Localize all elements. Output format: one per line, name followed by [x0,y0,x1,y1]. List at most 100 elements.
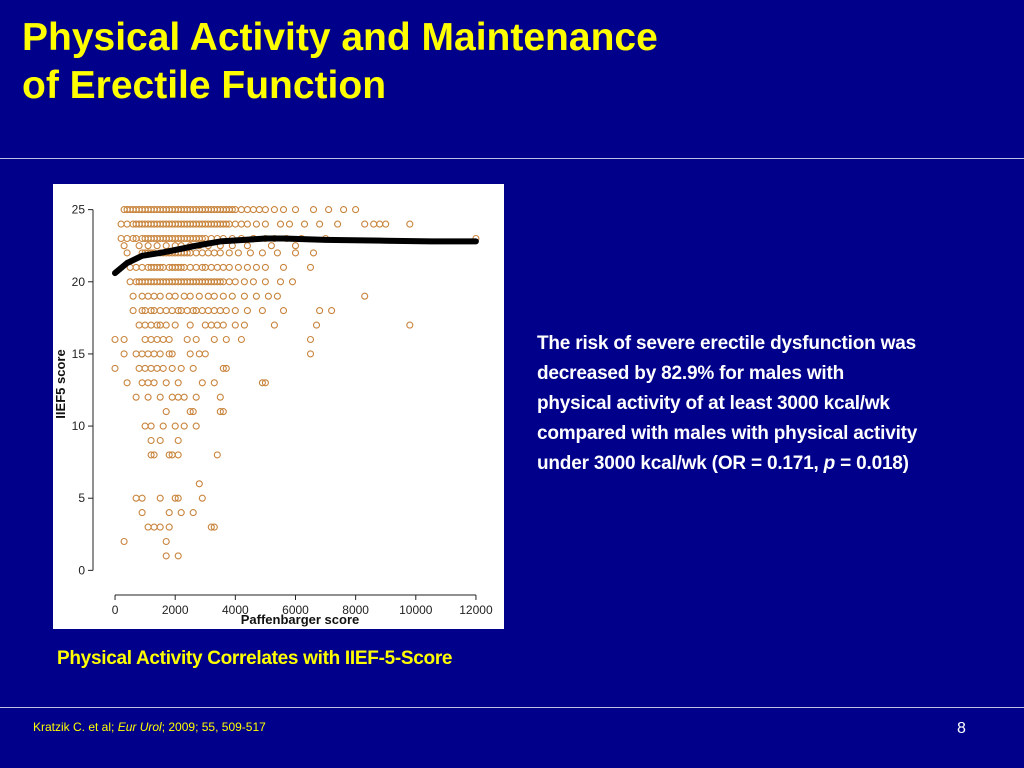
data-point [228,292,236,300]
data-point [117,220,125,228]
data-point [210,523,218,531]
data-point [219,263,227,271]
data-point [141,321,149,329]
data-point [231,278,239,286]
data-point [279,307,288,315]
data-point [243,220,251,228]
data-point [219,321,227,329]
data-point [165,335,173,344]
y-tick-label: 10 [72,419,86,433]
data-point [150,523,158,531]
data-point [144,242,152,250]
citation-journal: Eur Urol [117,720,162,734]
data-point [180,393,188,401]
data-point [153,321,161,329]
data-point [225,249,233,257]
data-point [174,436,182,445]
data-point [138,379,146,387]
data-point [180,422,188,430]
data-point [237,206,245,214]
data-point [207,523,215,531]
data-point [309,206,318,214]
data-point [111,335,119,344]
data-point [210,307,218,315]
footer-divider [0,707,1024,708]
data-point [162,552,170,560]
slide-title: Physical Activity and Maintenance of Ere… [22,14,658,110]
data-point [192,393,200,401]
data-point [249,206,257,214]
data-point [192,422,200,430]
data-point [147,451,155,459]
x-tick-label: 12000 [459,603,493,617]
data-point [258,379,266,387]
data-point [156,263,164,271]
data-point [216,307,224,315]
data-point [273,249,281,257]
data-point [165,350,173,358]
data-point [117,234,125,243]
data-point [156,436,164,445]
data-point [231,220,239,228]
data-point [276,278,285,286]
data-point [279,263,288,271]
data-point [237,220,245,228]
data-point [123,234,131,243]
data-point [144,393,152,401]
data-point [174,393,182,401]
data-point [183,307,191,315]
data-point [192,335,200,344]
data-point [276,220,285,228]
data-point [195,292,203,300]
data-point [192,249,200,257]
data-point [129,292,137,300]
data-point [291,206,300,214]
data-point [306,350,315,358]
data-point [123,220,131,228]
data-point [261,220,269,228]
data-points [111,206,480,560]
data-point [144,523,152,531]
data-point [129,234,137,243]
callout-line-4: compared with males with physical activi… [537,423,918,444]
data-point [334,220,342,228]
callout-p-value: = 0.018) [835,453,909,474]
data-point [258,249,266,257]
y-tick-label: 25 [72,203,86,217]
data-point [198,494,206,502]
data-point [186,350,194,358]
data-point [328,307,336,315]
chart-caption: Physical Activity Correlates with IIEF-5… [57,648,453,669]
data-point [243,206,251,214]
data-point [165,509,173,517]
data-point [231,307,239,315]
data-point [174,307,182,315]
data-point [198,249,206,257]
data-point [219,364,227,372]
data-point [243,307,251,315]
data-point [195,350,203,358]
data-point [174,494,182,502]
data-point [210,249,218,257]
data-point [147,422,155,430]
data-point [153,335,161,344]
data-point [261,263,269,271]
data-point [162,408,170,416]
data-point [135,364,143,372]
data-point [174,379,182,387]
data-point [183,335,191,344]
data-point [174,552,182,560]
data-point [159,422,167,430]
chart-axes: 0 2000 4000 6000 8000 10000 12000 0 5 10 15 20 25 [72,203,493,617]
data-point [249,278,257,286]
data-point [288,278,297,286]
data-point [316,307,324,315]
scatter-chart: 0 2000 4000 6000 8000 10000 12000 0 5 10 15 20 25 P… [53,203,493,627]
data-point [120,537,128,546]
data-point [150,350,158,358]
data-point [261,206,269,214]
callout-line-2: decreased by 82.9% for males with [537,363,845,384]
data-point [150,379,158,387]
x-tick-label: 4000 [222,603,249,617]
data-point [120,335,128,344]
